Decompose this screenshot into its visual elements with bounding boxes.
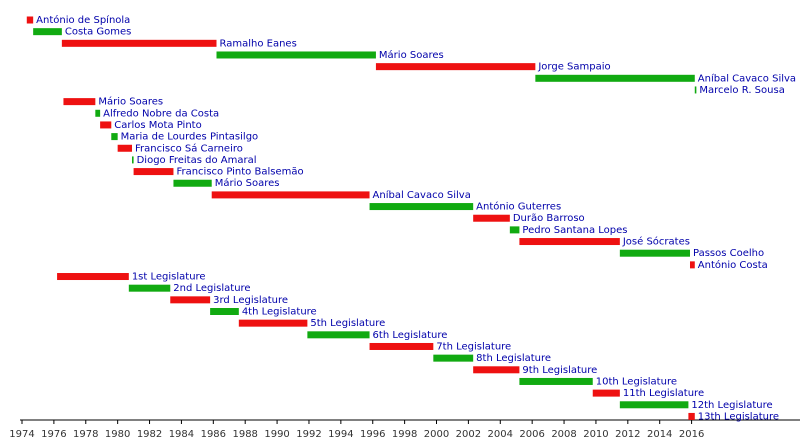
bar [111, 133, 118, 141]
bar [307, 331, 370, 339]
bar [509, 226, 520, 234]
x-tick-label: 2002 [456, 429, 481, 440]
x-tick-label: 1978 [73, 429, 98, 440]
bar-label: Maria de Lourdes Pintasilgo [121, 132, 259, 143]
bar-label: Durão Barroso [513, 213, 585, 224]
bar-label: José Sócrates [622, 236, 690, 248]
bar-label: Passos Coelho [693, 248, 764, 259]
x-tick-label: 2004 [488, 429, 513, 440]
bar [133, 168, 174, 176]
bar [433, 354, 474, 362]
bar [369, 203, 474, 211]
bar-label: 2nd Legislature [173, 283, 250, 294]
bar-label: 3rd Legislature [213, 295, 288, 306]
bar-label: Jorge Sampaio [537, 62, 610, 73]
bar-label: António Guterres [476, 201, 561, 213]
bar [95, 109, 101, 117]
x-tick-label: 1990 [264, 429, 289, 440]
x-tick-label: 2016 [679, 429, 704, 440]
x-tick-label: 2006 [519, 429, 544, 440]
x-tick-label: 2000 [424, 429, 449, 440]
bar [519, 377, 593, 385]
bar [211, 191, 370, 199]
bar-label: 9th Legislature [522, 365, 597, 376]
bar [132, 156, 134, 164]
x-tick-label: 2008 [551, 429, 576, 440]
bar [33, 28, 62, 36]
bar [128, 284, 171, 292]
bar [694, 86, 697, 94]
bar [216, 51, 376, 59]
bar-label: Pedro Santana Lopes [522, 225, 627, 236]
x-tick-label: 1976 [41, 429, 66, 440]
bar [375, 63, 536, 71]
x-tick-label: 1980 [105, 429, 130, 440]
bar [473, 214, 510, 222]
bar-label: Aníbal Cavaco Silva [698, 72, 796, 84]
x-tick-label: 1982 [137, 429, 162, 440]
bar-label: 7th Legislature [436, 341, 511, 352]
x-tick-label: 2012 [615, 429, 640, 440]
bar-label: Francisco Pinto Balsemão [176, 167, 303, 178]
bar [57, 273, 129, 281]
x-tick-label: 1994 [328, 429, 353, 440]
bar [619, 401, 689, 409]
bar-label: Alfredo Nobre da Costa [103, 108, 219, 119]
x-tick-label: 1988 [232, 429, 257, 440]
x-tick-label: 1974 [9, 429, 34, 440]
bar [688, 412, 695, 420]
bar [238, 319, 308, 327]
bar-label: 10th Legislature [596, 376, 677, 387]
bar-label: Ramalho Eanes [220, 38, 297, 49]
x-tick-label: 1998 [392, 429, 417, 440]
x-tick-label: 1992 [296, 429, 321, 440]
x-tick-label: 1996 [360, 429, 385, 440]
bar-label: António de Spínola [36, 14, 130, 26]
bar [100, 121, 112, 129]
bar-label: Mário Soares [379, 49, 444, 61]
bar [210, 308, 239, 315]
bar-label: 1st Legislature [132, 272, 206, 283]
x-tick-label: 1984 [169, 429, 194, 440]
bar-label: 13th Legislature [698, 411, 779, 422]
bar-label: 12th Legislature [691, 400, 772, 411]
bar-label: 11th Legislature [623, 388, 704, 399]
bar [117, 144, 133, 152]
bar [473, 366, 520, 374]
bar [519, 238, 620, 246]
x-tick-label: 2010 [583, 429, 608, 440]
bar-label: Diogo Freitas do Amaral [137, 155, 257, 166]
bar-label: 4th Legislature [242, 307, 317, 318]
bar-label: 5th Legislature [310, 318, 385, 329]
bar-label: António Costa [698, 259, 768, 271]
bar [619, 249, 690, 257]
bar-label: Mário Soares [98, 96, 163, 108]
x-tick-label: 1986 [201, 429, 226, 440]
bar [369, 342, 434, 350]
bar [170, 296, 211, 304]
bar [63, 98, 96, 106]
bar [592, 389, 620, 397]
bar [173, 179, 212, 187]
bar-label: 8th Legislature [476, 353, 551, 364]
bar-label: Carlos Mota Pinto [114, 120, 201, 131]
bar-label: Francisco Sá Carneiro [135, 142, 243, 154]
bar-label: Costa Gomes [65, 27, 132, 38]
bar-label: Marcelo R. Sousa [699, 85, 784, 96]
bar [689, 261, 695, 269]
bar-label: Aníbal Cavaco Silva [373, 189, 471, 201]
bar-label: 6th Legislature [373, 330, 448, 341]
bar [26, 16, 34, 24]
bar-label: Mário Soares [215, 177, 280, 189]
bar [61, 39, 217, 47]
bar [535, 74, 695, 82]
x-tick-label: 2014 [647, 429, 672, 440]
